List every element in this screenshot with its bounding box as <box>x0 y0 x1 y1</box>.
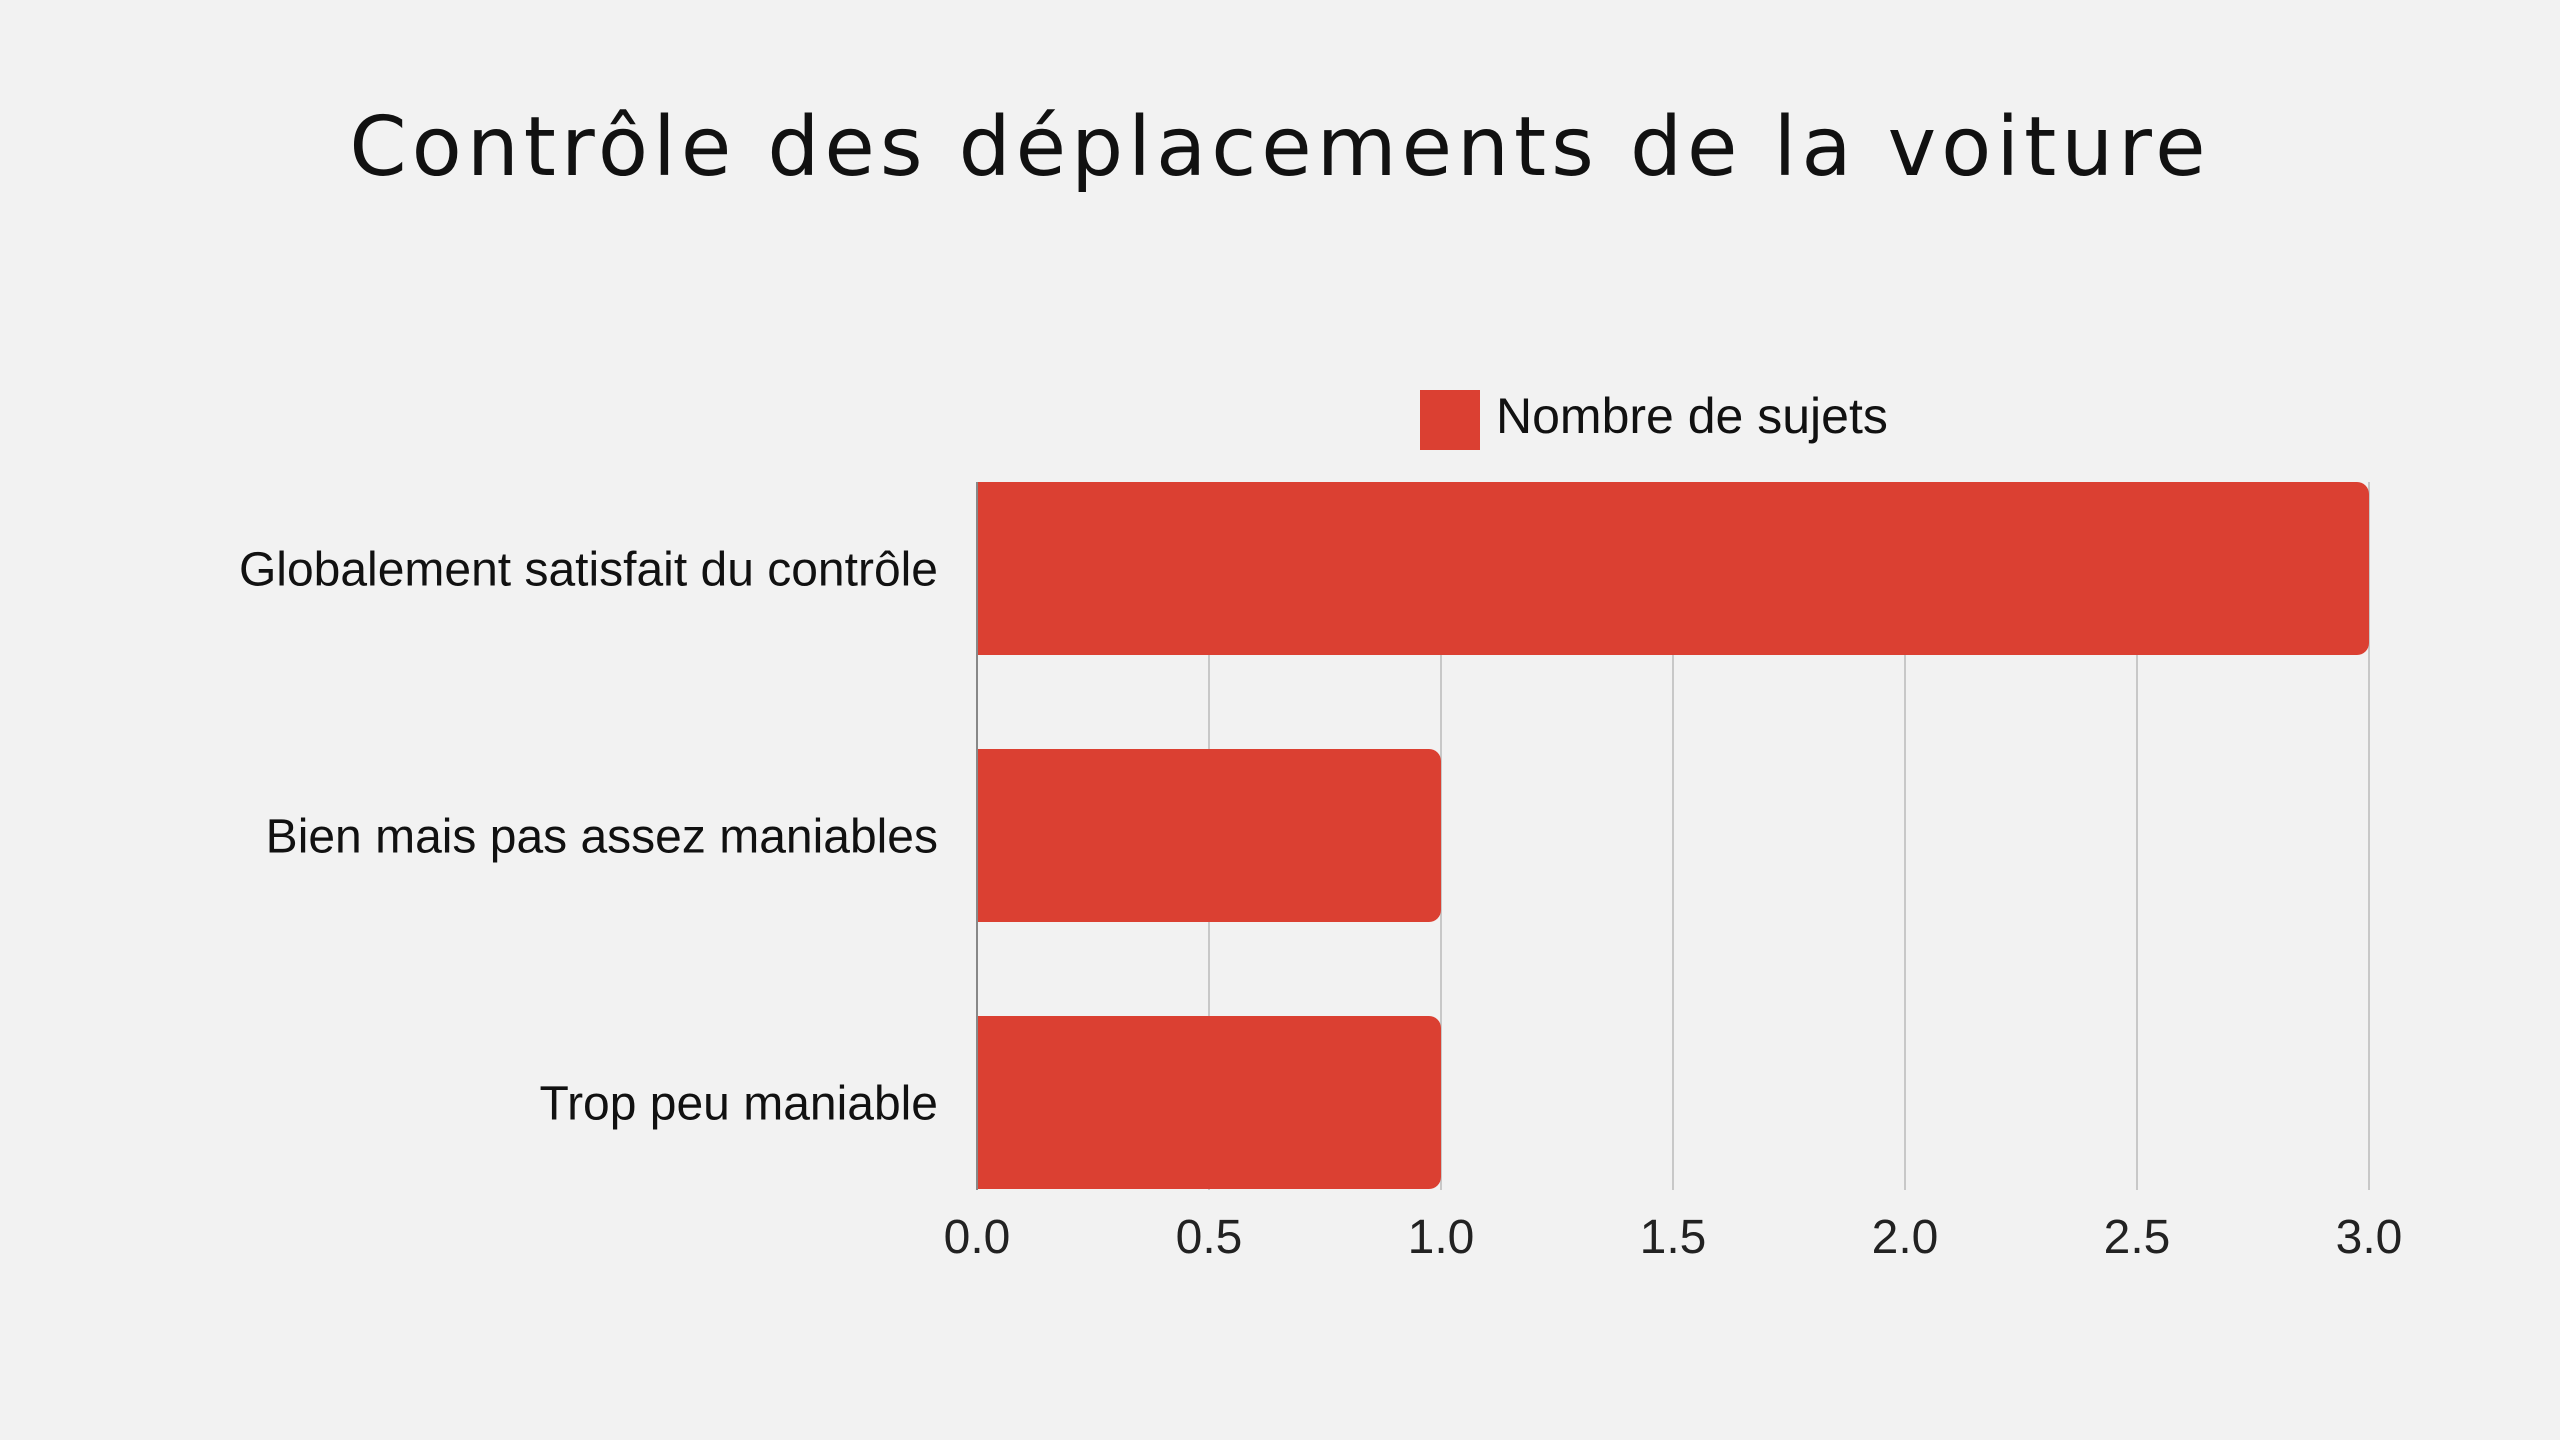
bar-2 <box>977 1016 1441 1189</box>
bar-1 <box>977 749 1441 922</box>
bar-0 <box>977 482 2369 655</box>
category-label-2: Trop peu maniable <box>540 1078 938 1131</box>
x-tick-label-3: 1.5 <box>1640 1211 1707 1264</box>
x-tick-label-6: 3.0 <box>2336 1211 2403 1264</box>
bar-2-base <box>977 1016 997 1189</box>
chart-title: Contrôle des déplacements de la voiture <box>349 100 2211 195</box>
x-tick-label-1: 0.5 <box>1176 1211 1243 1264</box>
category-label-0: Globalement satisfait du contrôle <box>239 544 938 597</box>
bar-0-base <box>977 482 997 655</box>
x-tick-label-2: 1.0 <box>1408 1211 1475 1264</box>
category-label-1: Bien mais pas assez maniables <box>266 811 938 864</box>
category-labels: Globalement satisfait du contrôle Bien ma… <box>239 544 938 1131</box>
x-tick-label-0: 0.0 <box>944 1211 1011 1264</box>
x-tick-labels: 0.0 0.5 1.0 1.5 2.0 2.5 3.0 <box>944 1211 2403 1264</box>
bar-1-base <box>977 749 997 922</box>
bars <box>977 482 2369 1189</box>
legend-swatch <box>1420 390 1480 450</box>
legend-label: Nombre de sujets <box>1496 388 1888 444</box>
x-tick-label-4: 2.0 <box>1872 1211 1939 1264</box>
x-tick-label-5: 2.5 <box>2104 1211 2171 1264</box>
legend: Nombre de sujets <box>1420 388 1888 450</box>
